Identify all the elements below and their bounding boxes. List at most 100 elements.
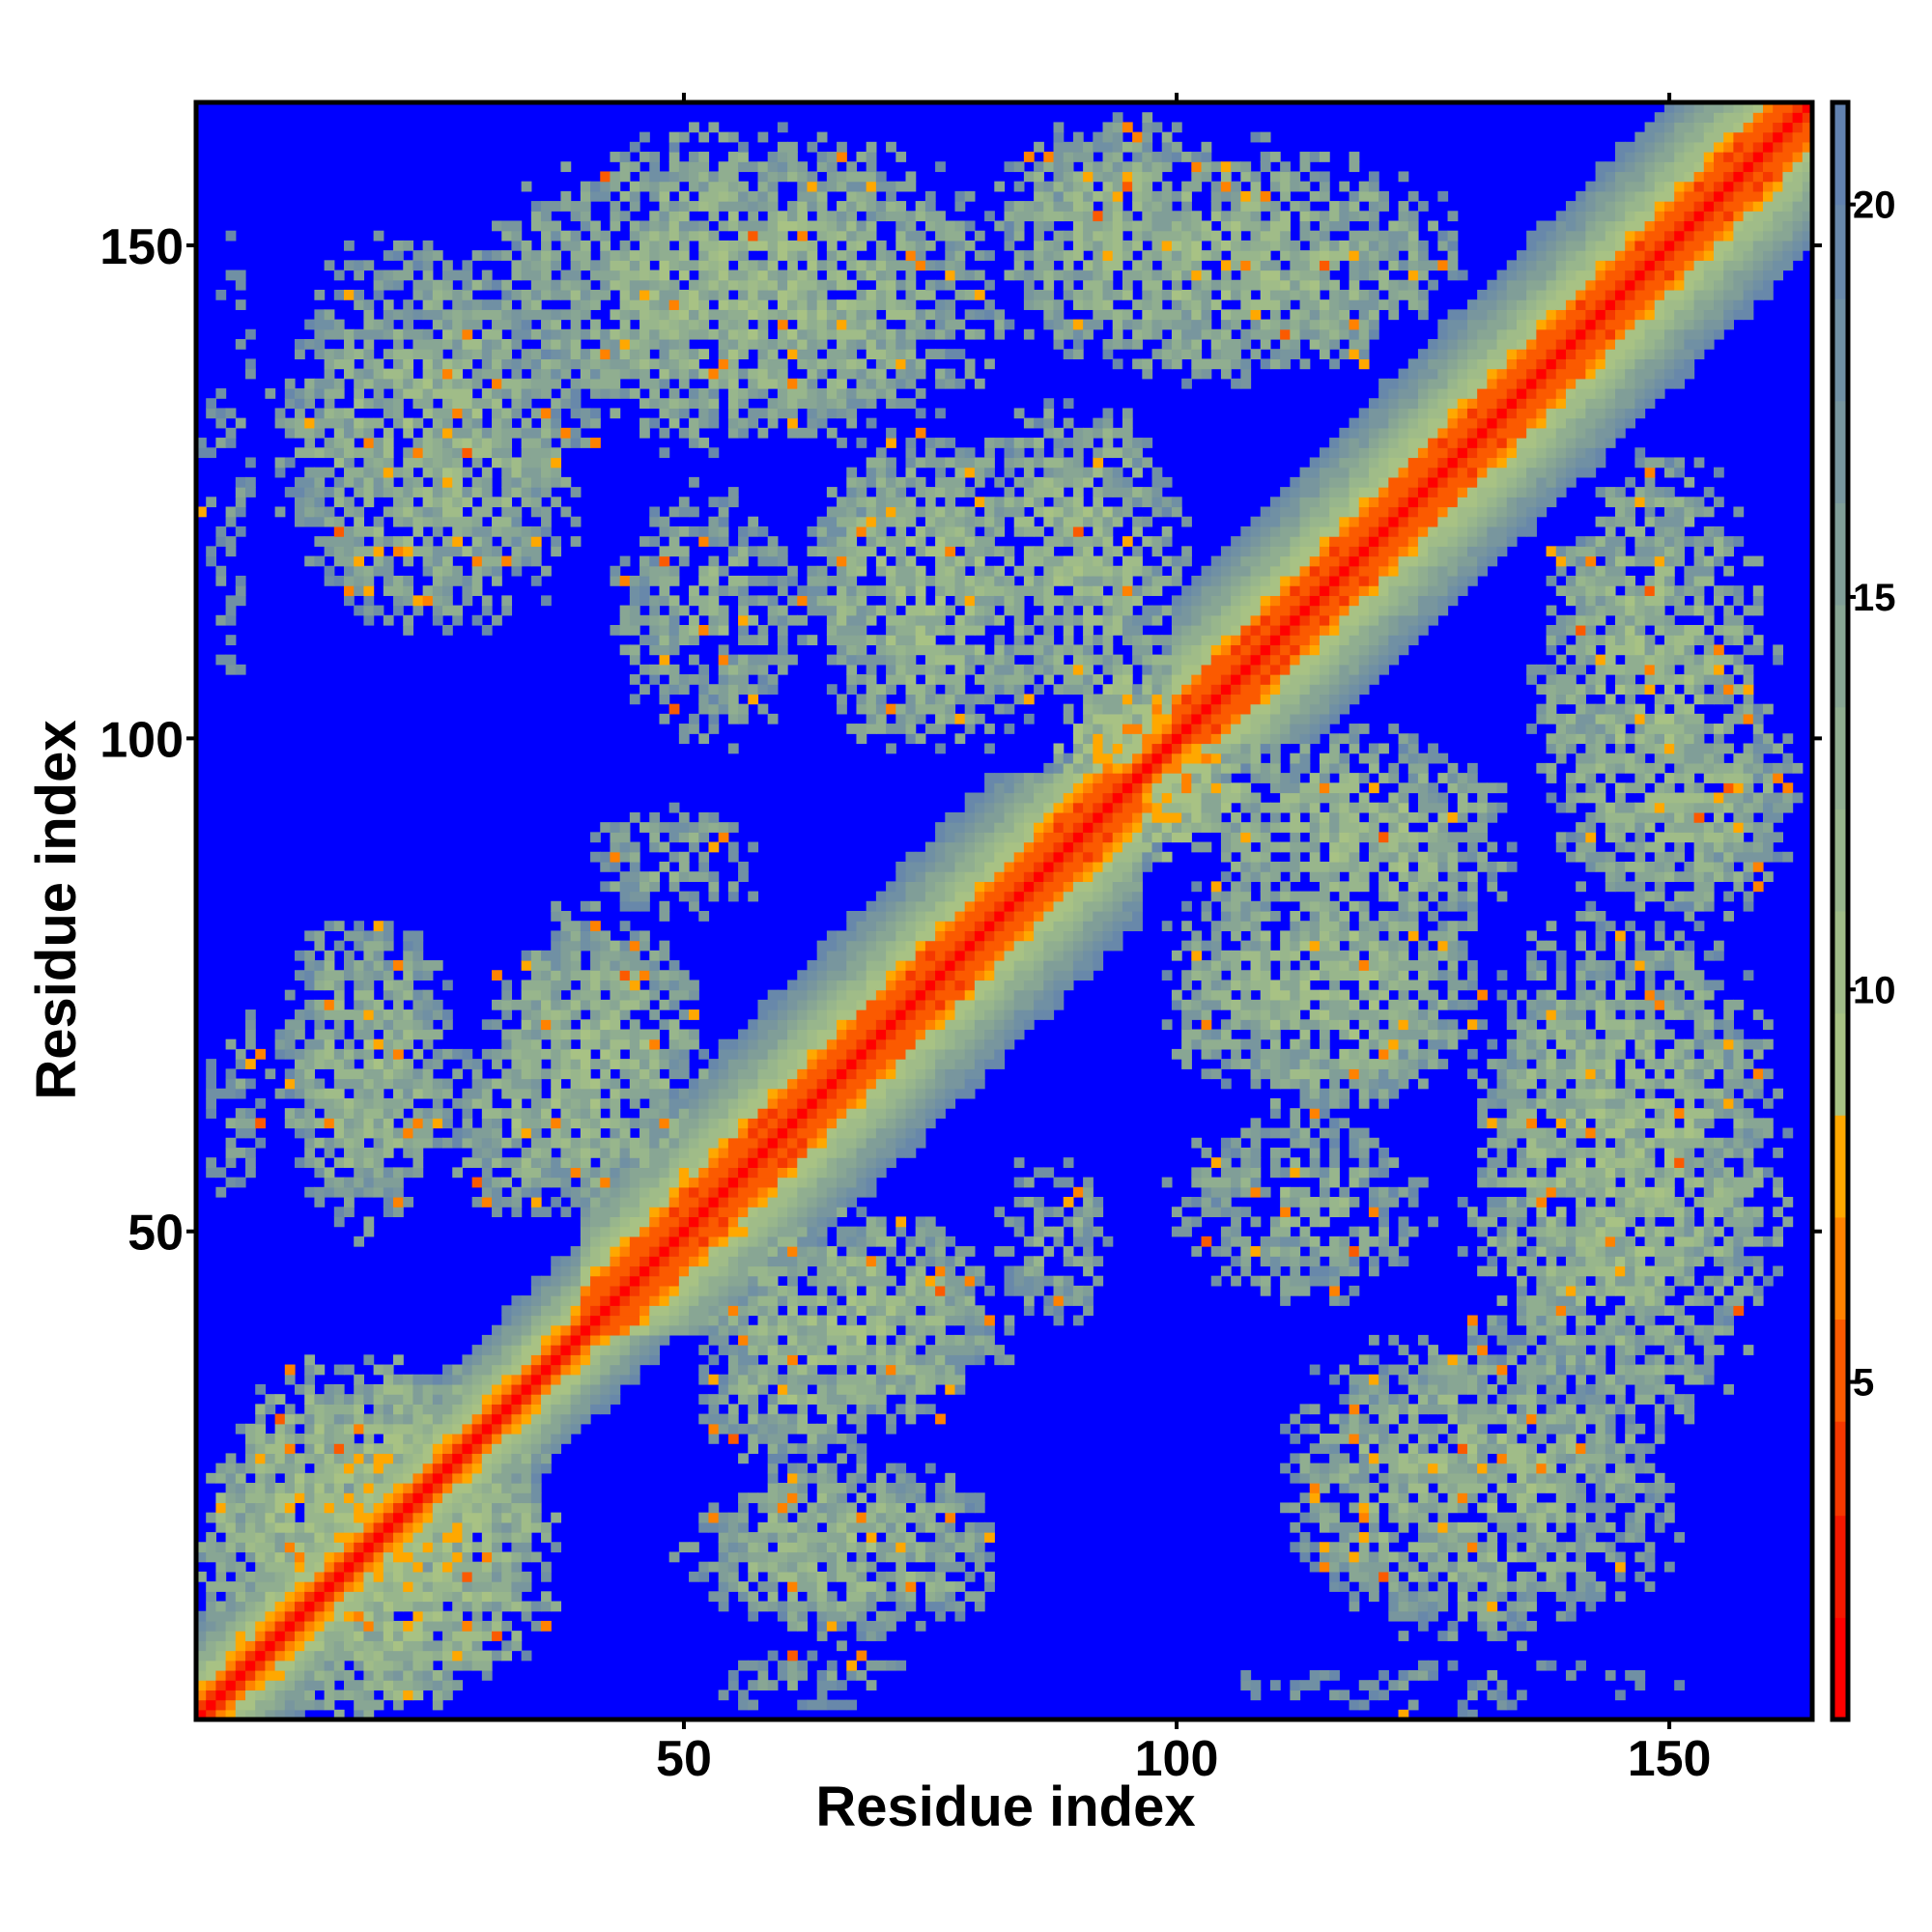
heatmap-cell bbox=[452, 1483, 464, 1493]
heatmap-cell bbox=[492, 999, 502, 1010]
heatmap-cell bbox=[541, 1048, 552, 1060]
heatmap-cell bbox=[521, 1019, 532, 1031]
heatmap-cell bbox=[373, 1364, 384, 1376]
heatmap-cell bbox=[225, 1640, 237, 1652]
heatmap-cell bbox=[295, 408, 305, 419]
heatmap-cell bbox=[363, 1186, 375, 1198]
heatmap-cell bbox=[718, 1690, 729, 1701]
heatmap-cell bbox=[333, 1483, 345, 1493]
heatmap-cell bbox=[826, 1610, 838, 1622]
heatmap-cell bbox=[344, 595, 355, 607]
heatmap-cell bbox=[344, 1443, 355, 1455]
heatmap-cell bbox=[314, 1591, 326, 1603]
heatmap-cell bbox=[668, 546, 680, 557]
heatmap-cell bbox=[816, 1472, 828, 1484]
heatmap-cell bbox=[580, 1383, 591, 1395]
heatmap-cell bbox=[324, 1631, 335, 1641]
heatmap-cell bbox=[757, 388, 769, 399]
heatmap-cell bbox=[757, 161, 769, 173]
heatmap-cell bbox=[354, 299, 365, 310]
heatmap-cell bbox=[678, 398, 690, 410]
heatmap-cell bbox=[570, 1413, 582, 1425]
heatmap-cell bbox=[265, 1521, 276, 1533]
heatmap-cell bbox=[619, 1038, 631, 1050]
heatmap-cell bbox=[324, 487, 335, 497]
heatmap-cell bbox=[551, 536, 562, 547]
heatmap-cell bbox=[807, 1038, 818, 1050]
heatmap-cell bbox=[304, 1601, 316, 1612]
heatmap-cell bbox=[718, 1315, 729, 1326]
heatmap-cell bbox=[757, 1078, 769, 1090]
heatmap-cell bbox=[610, 260, 621, 271]
heatmap-cell bbox=[757, 1551, 769, 1563]
heatmap-cell bbox=[738, 585, 749, 596]
heatmap-cell bbox=[295, 1690, 305, 1701]
heatmap-cell bbox=[757, 674, 769, 685]
heatmap-cell bbox=[668, 703, 680, 715]
heatmap-cell bbox=[727, 299, 739, 310]
heatmap-cell bbox=[383, 1443, 394, 1455]
heatmap-cell bbox=[639, 614, 650, 626]
heatmap-cell bbox=[600, 1009, 611, 1020]
heatmap-cell bbox=[708, 447, 720, 459]
heatmap-cell bbox=[639, 378, 650, 389]
heatmap-cell bbox=[797, 585, 809, 596]
heatmap-cell bbox=[363, 970, 375, 981]
heatmap-cell bbox=[255, 1118, 267, 1129]
heatmap-cell bbox=[757, 279, 769, 291]
heatmap-cell bbox=[333, 1620, 345, 1632]
heatmap-cell bbox=[727, 1571, 739, 1582]
heatmap-cell bbox=[698, 664, 710, 675]
heatmap-cell bbox=[432, 388, 443, 399]
heatmap-cell bbox=[432, 1650, 443, 1662]
heatmap-cell bbox=[580, 1404, 591, 1415]
heatmap-cell bbox=[580, 970, 591, 981]
heatmap-cell bbox=[649, 1246, 661, 1257]
heatmap-cell bbox=[580, 940, 591, 952]
heatmap-cell bbox=[797, 1610, 809, 1622]
heatmap-cell bbox=[403, 349, 414, 359]
heatmap-cell bbox=[324, 1029, 335, 1040]
heatmap-cell bbox=[580, 1394, 591, 1405]
heatmap-cell bbox=[354, 1137, 365, 1149]
heatmap-cell bbox=[541, 438, 552, 448]
heatmap-cell bbox=[344, 1097, 355, 1109]
heatmap-cell bbox=[826, 487, 838, 497]
heatmap-cell bbox=[354, 417, 365, 429]
heatmap-cell bbox=[837, 605, 847, 616]
heatmap-cell bbox=[689, 171, 699, 183]
heatmap-cell bbox=[649, 319, 661, 330]
heatmap-cell bbox=[383, 1097, 394, 1109]
heatmap-cell bbox=[373, 1472, 384, 1484]
heatmap-cell bbox=[777, 1413, 788, 1425]
heatmap-cell bbox=[797, 1364, 809, 1376]
heatmap-cell bbox=[659, 211, 670, 222]
heatmap-cell bbox=[610, 970, 621, 981]
heatmap-cell bbox=[363, 487, 375, 497]
heatmap-cell bbox=[235, 1650, 246, 1662]
heatmap-cell bbox=[304, 1542, 316, 1553]
heatmap-cell bbox=[452, 309, 464, 321]
heatmap-cell bbox=[787, 1226, 798, 1237]
heatmap-cell bbox=[807, 368, 818, 380]
heatmap-cell bbox=[826, 1019, 838, 1031]
heatmap-cell bbox=[551, 1334, 562, 1346]
heatmap-cell bbox=[255, 1483, 267, 1493]
heatmap-cell bbox=[304, 388, 316, 399]
heatmap-cell bbox=[551, 1542, 562, 1553]
heatmap-cell bbox=[551, 1009, 562, 1020]
heatmap-cell bbox=[807, 1118, 818, 1129]
heatmap-cell bbox=[777, 1324, 788, 1336]
heatmap-cell bbox=[816, 289, 828, 300]
heatmap-cell bbox=[757, 1216, 769, 1228]
heatmap-cell bbox=[432, 338, 443, 350]
heatmap-cell bbox=[284, 1048, 296, 1060]
heatmap-cell bbox=[511, 1048, 523, 1060]
heatmap-cell bbox=[678, 506, 690, 518]
heatmap-cell bbox=[541, 1019, 552, 1031]
heatmap-cell bbox=[481, 1019, 493, 1031]
heatmap-cell bbox=[521, 358, 532, 370]
heatmap-cell bbox=[471, 476, 483, 488]
heatmap-cell bbox=[304, 980, 316, 991]
heatmap-cell bbox=[501, 349, 513, 359]
